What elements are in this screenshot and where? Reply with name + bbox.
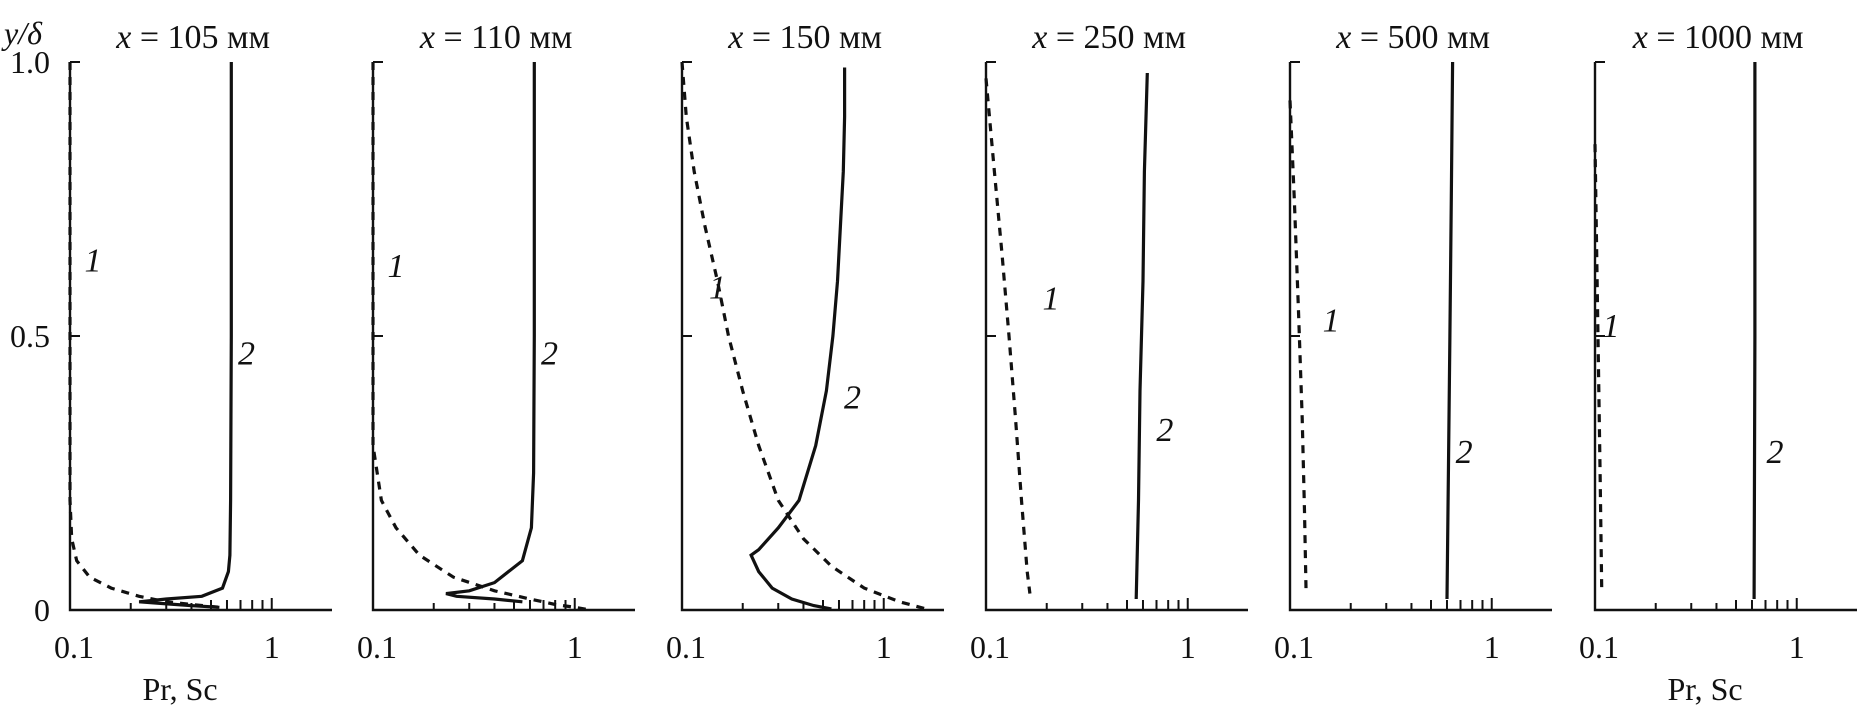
chart-panel: 0.1 1 x = 150 мм 1 2	[666, 19, 944, 665]
x-tick-label: 0.1	[970, 629, 1010, 665]
y-tick-label: 0	[34, 592, 50, 628]
panel-title-variable: x	[115, 19, 131, 56]
panel-title-variable: x	[1031, 19, 1047, 56]
x-axis-label: Pr, Sc	[1667, 671, 1742, 707]
series-label-2: 2	[1766, 434, 1783, 471]
panel-title: x = 150 мм	[727, 19, 882, 56]
panel-title-value: = 110 мм	[435, 19, 572, 56]
series-line-1	[68, 62, 220, 609]
panel-title-variable: x	[1335, 19, 1351, 56]
axis-frame	[68, 62, 332, 612]
chart-panel: 0.1 1 x = 1000 мм 1 2 Pr, Sc	[1579, 19, 1857, 707]
series-label-1: 1	[1043, 281, 1060, 318]
x-tick-label: 1	[1180, 629, 1196, 665]
x-tick-label: 0.1	[1274, 629, 1314, 665]
panel-title-value: = 1000 мм	[1648, 19, 1804, 56]
panel-title-variable: x	[727, 19, 743, 56]
panel-title: x = 500 мм	[1335, 19, 1490, 56]
series-line-2	[749, 67, 847, 611]
axis-frame	[984, 62, 1248, 612]
x-axis-label: Pr, Sc	[142, 671, 217, 707]
series-label-1: 1	[709, 270, 726, 307]
series-label-1: 1	[1323, 303, 1340, 340]
panel-title-value: = 500 мм	[1351, 19, 1490, 56]
series-label-2: 2	[238, 335, 255, 372]
panel-title-variable: x	[419, 19, 435, 56]
series-line-1	[371, 62, 591, 612]
series-line-2	[445, 62, 536, 604]
panel-title: x = 1000 мм	[1632, 19, 1804, 56]
x-tick-label: 1	[1789, 629, 1805, 665]
axis-frame	[371, 62, 635, 612]
panel-title-value: = 250 мм	[1047, 19, 1186, 56]
series-label-2: 2	[1156, 412, 1173, 449]
series-line-2	[1445, 61, 1455, 600]
x-tick-label: 0.1	[666, 629, 706, 665]
panel-title: x = 250 мм	[1031, 19, 1186, 56]
panel-title: x = 110 мм	[419, 19, 573, 56]
y-axis-label: y/δ	[1, 15, 43, 51]
series-line-1	[984, 78, 1032, 594]
series-label-1: 1	[1602, 308, 1619, 345]
series-label-2: 2	[541, 335, 558, 372]
panel-title-variable: x	[1632, 19, 1648, 56]
series-line-1	[680, 61, 931, 612]
series-line-2	[1752, 62, 1757, 600]
panel-title: x = 105 мм	[115, 19, 270, 56]
panel-title-value: = 105 мм	[131, 19, 270, 56]
series-line-1	[1288, 100, 1308, 589]
x-tick-label: 0.1	[1579, 629, 1619, 665]
chart-panel: 0.1 1 x = 105 мм 1 2 Pr, Sc	[54, 19, 332, 707]
x-tick-label: 1	[876, 629, 892, 665]
x-tick-label: 1	[567, 629, 583, 665]
x-tick-label: 0.1	[357, 629, 397, 665]
chart-panel: 0.1 1 x = 500 мм 1 2	[1274, 19, 1552, 665]
series-line-2	[138, 62, 233, 609]
panel-title-value: = 150 мм	[743, 19, 882, 56]
x-tick-label: 1	[264, 629, 280, 665]
series-label-1: 1	[84, 242, 101, 279]
series-label-2: 2	[1456, 434, 1473, 471]
series-label-2: 2	[844, 379, 861, 416]
axis-frame	[680, 62, 944, 612]
chart-panel: 0.1 1 x = 250 мм 1 2	[970, 19, 1248, 665]
y-tick-label: 1.0	[10, 44, 50, 80]
x-tick-label: 1	[1484, 629, 1500, 665]
x-tick-label: 0.1	[54, 629, 94, 665]
series-line-2	[1134, 72, 1149, 600]
axis-frame	[1593, 62, 1857, 612]
chart-panel: 0.1 1 x = 110 мм 1 2	[357, 19, 635, 665]
y-tick-label: 0.5	[10, 318, 50, 354]
series-label-1: 1	[387, 248, 404, 285]
series-line-1	[1593, 144, 1604, 589]
